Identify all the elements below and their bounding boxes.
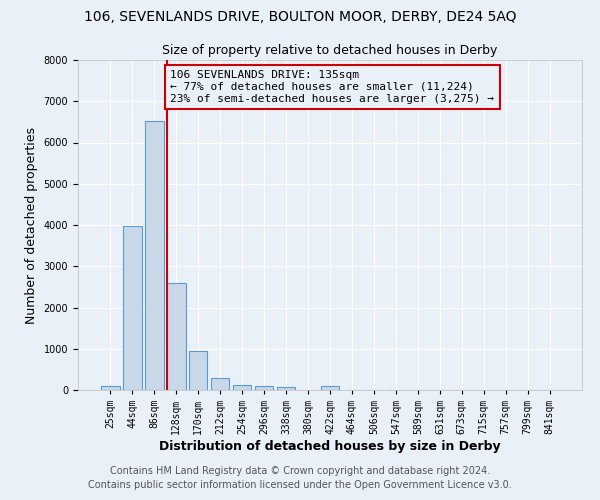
Text: 106, SEVENLANDS DRIVE, BOULTON MOOR, DERBY, DE24 5AQ: 106, SEVENLANDS DRIVE, BOULTON MOOR, DER… bbox=[84, 10, 516, 24]
Bar bbox=[123, 226, 142, 390]
X-axis label: Distribution of detached houses by size in Derby: Distribution of detached houses by size … bbox=[159, 440, 501, 453]
Bar bbox=[320, 386, 340, 390]
Text: 106 SEVENLANDS DRIVE: 135sqm
← 77% of detached houses are smaller (11,224)
23% o: 106 SEVENLANDS DRIVE: 135sqm ← 77% of de… bbox=[170, 70, 494, 104]
Bar bbox=[211, 378, 229, 390]
Bar bbox=[189, 351, 208, 390]
Bar bbox=[101, 386, 119, 390]
Text: Contains HM Land Registry data © Crown copyright and database right 2024.
Contai: Contains HM Land Registry data © Crown c… bbox=[88, 466, 512, 490]
Title: Size of property relative to detached houses in Derby: Size of property relative to detached ho… bbox=[163, 44, 497, 58]
Y-axis label: Number of detached properties: Number of detached properties bbox=[25, 126, 38, 324]
Bar bbox=[277, 386, 295, 390]
Bar bbox=[255, 386, 274, 390]
Bar bbox=[167, 283, 185, 390]
Bar bbox=[145, 121, 164, 390]
Bar bbox=[233, 386, 251, 390]
